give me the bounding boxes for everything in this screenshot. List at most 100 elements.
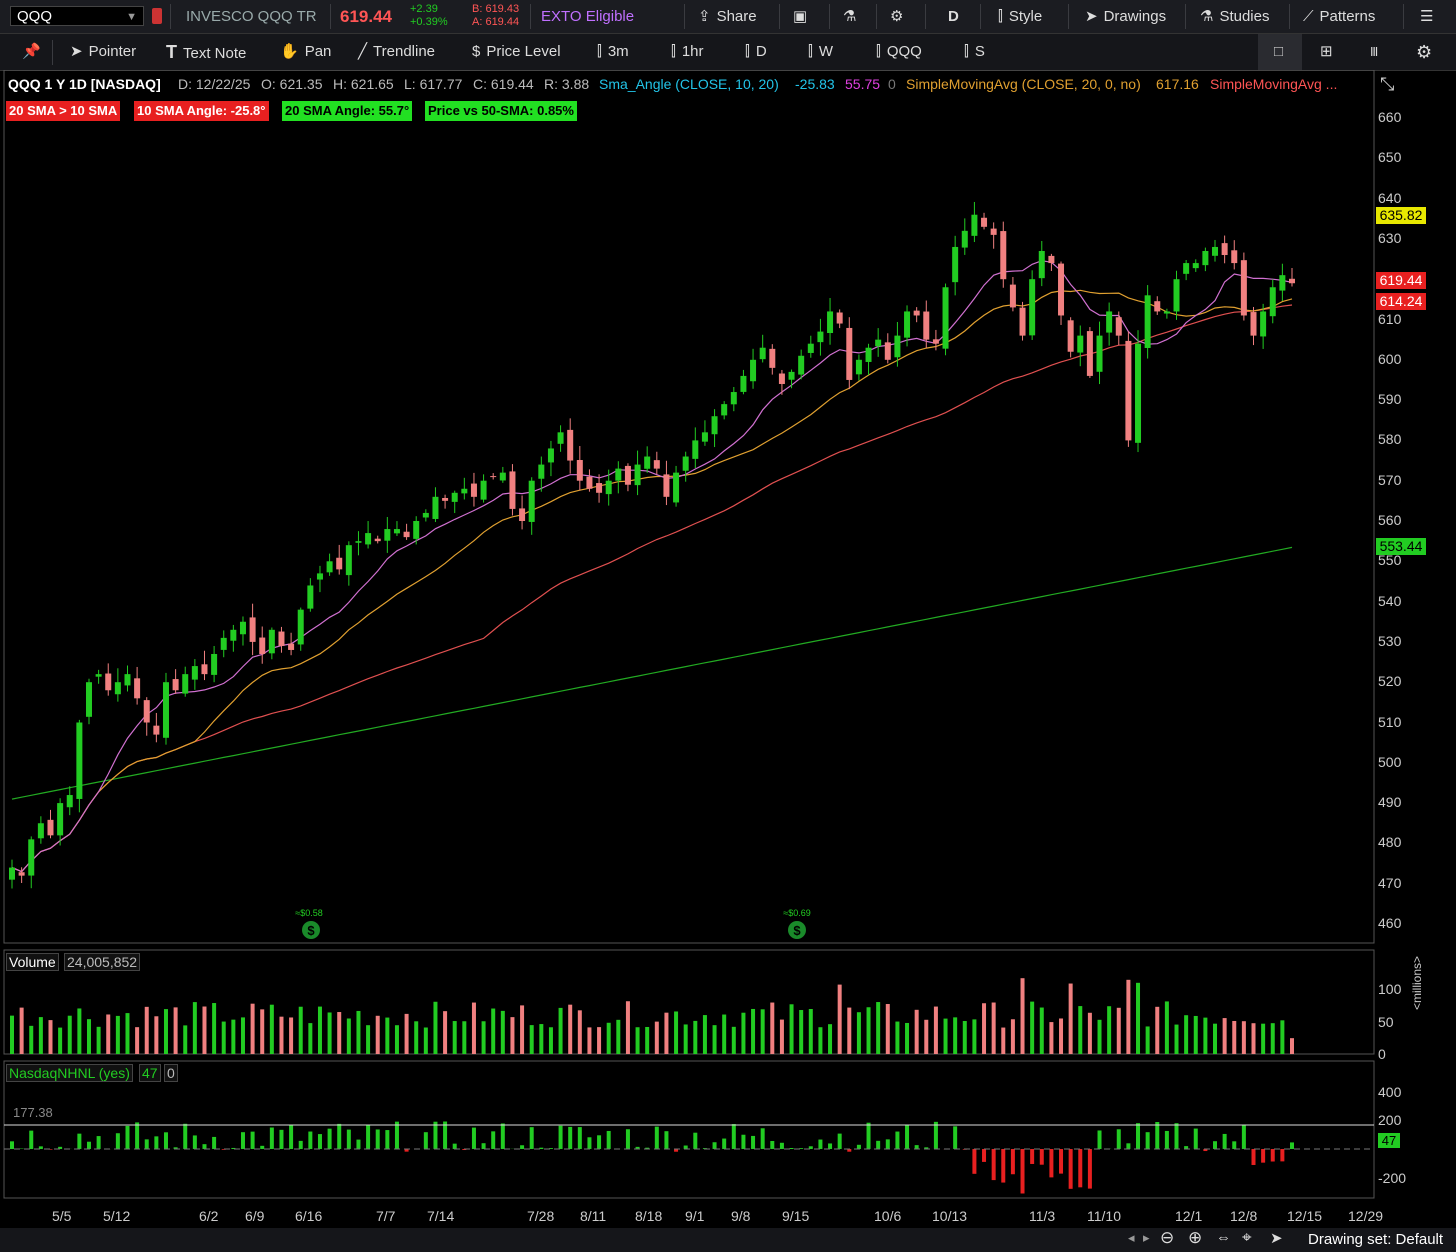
volume-bar xyxy=(1068,983,1073,1054)
text-note-tool[interactable]: T Text Note xyxy=(166,34,246,70)
nhnl-bar xyxy=(1020,1149,1025,1194)
price-level-tool[interactable]: $ Price Level xyxy=(472,34,561,70)
nhnl-level: 177.38 xyxy=(13,1105,53,1120)
price-axis-tick: 470 xyxy=(1378,874,1402,891)
zoom-fit-icon[interactable]: ⇔ xyxy=(1216,1229,1231,1246)
settings-icon[interactable]: ⚙ xyxy=(1416,42,1433,62)
candle xyxy=(952,246,959,283)
nhnl-bar xyxy=(1213,1141,1218,1149)
study-value: 55.75 xyxy=(845,76,881,92)
symbol-input[interactable]: QQQ ▼ xyxy=(10,6,144,26)
volume-bar xyxy=(712,1025,717,1054)
snapshot-icon[interactable]: ▣ xyxy=(793,8,808,25)
pin-icon[interactable]: 📌 xyxy=(22,43,41,60)
interval-w[interactable]: ⫿ W xyxy=(808,34,833,70)
scroll-left-icon[interactable]: ◂ xyxy=(1128,1230,1135,1245)
candle xyxy=(615,468,622,481)
chart-area[interactable]: $ $ ≈$0.58 ≈$0.69 xyxy=(0,70,1456,1228)
nhnl-bar xyxy=(356,1139,361,1149)
header-high: H: 621.65 xyxy=(333,76,394,92)
interval-1hr[interactable]: ⫿ 1hr xyxy=(671,34,704,70)
single-layout-button[interactable]: □ xyxy=(1258,34,1302,70)
candle xyxy=(855,359,862,375)
gear-icon[interactable]: ⚙ xyxy=(890,8,904,25)
volume-label[interactable]: Volume xyxy=(6,953,59,971)
nhnl-bar xyxy=(135,1122,140,1149)
nhnl-label[interactable]: NasdaqNHNL (yes) xyxy=(6,1064,133,1082)
drawings-button[interactable]: ➤ Drawings xyxy=(1085,0,1166,33)
volume-bar xyxy=(1107,1006,1112,1054)
trendline-tool[interactable]: ╱ Trendline xyxy=(358,34,435,70)
menu-icon[interactable]: ☰ xyxy=(1420,8,1434,25)
style-button[interactable]: ⫿ Style xyxy=(998,0,1042,33)
patterns-button[interactable]: ⟋ Patterns xyxy=(1303,0,1375,33)
study-sma-angle[interactable]: Sma_Angle (CLOSE, 10, 20) xyxy=(599,76,779,92)
sma10-path xyxy=(11,260,1293,873)
volume-bar xyxy=(770,1002,775,1054)
volume-bar xyxy=(462,1021,467,1054)
date-axis-tick: 7/14 xyxy=(427,1208,455,1224)
nhnl-bar xyxy=(789,1147,794,1149)
volume-bar xyxy=(818,1027,823,1054)
nhnl-bar xyxy=(568,1126,573,1149)
date-axis-tick: 7/7 xyxy=(376,1208,396,1224)
link-color-icon[interactable] xyxy=(152,8,162,24)
volume-bar xyxy=(953,1017,958,1054)
candle xyxy=(1067,320,1074,352)
pointer-tool[interactable]: ➤ Pointer xyxy=(70,34,136,70)
chevron-down-icon[interactable]: ▼ xyxy=(126,11,137,23)
nhnl-bar xyxy=(1059,1149,1064,1174)
dividend-marker[interactable]: $ xyxy=(788,921,806,939)
volume-bar xyxy=(471,1002,476,1054)
nhnl-bar xyxy=(1078,1149,1083,1188)
nhnl-bar xyxy=(1232,1141,1237,1149)
volume-bar xyxy=(125,1013,130,1054)
flask-icon[interactable]: ⚗ xyxy=(843,8,857,25)
volume-bar xyxy=(789,1004,794,1054)
zoom-in-icon[interactable]: ⊕ xyxy=(1188,1228,1203,1247)
volume-bar xyxy=(260,1009,265,1054)
study-sma20[interactable]: SimpleMovingAvg (CLOSE, 20, 0, no) xyxy=(906,76,1141,92)
candle xyxy=(1289,278,1295,284)
period-button[interactable]: D xyxy=(948,8,959,25)
interval-d[interactable]: ⫿ D xyxy=(745,34,767,70)
text-icon: T xyxy=(166,42,177,62)
nhnl-bar xyxy=(163,1132,168,1149)
candle xyxy=(211,653,218,675)
price-axis-tick: 500 xyxy=(1378,753,1402,770)
cursor-icon[interactable]: ➤ xyxy=(1270,1230,1283,1247)
interval-qqq[interactable]: ⫿ QQQ xyxy=(876,34,922,70)
pattern-icon: ⟋ xyxy=(1303,8,1314,25)
candle xyxy=(85,682,92,717)
volume-bar xyxy=(1280,1020,1285,1054)
drawing-set-label[interactable]: Drawing set: Default xyxy=(1308,1231,1444,1248)
pan-tool[interactable]: ✋ Pan xyxy=(280,34,331,70)
zoom-out-icon[interactable]: ⊖ xyxy=(1160,1228,1175,1247)
volume-bar xyxy=(635,1027,640,1054)
volume-bar xyxy=(269,1004,274,1054)
candle xyxy=(384,529,391,541)
candle xyxy=(1260,311,1267,337)
candle xyxy=(538,464,545,479)
price-axis-tick: 480 xyxy=(1378,834,1402,851)
interval-s[interactable]: ⫿ S xyxy=(964,34,985,70)
dividend-marker[interactable]: $ xyxy=(302,921,320,939)
study-sma-more[interactable]: SimpleMovingAvg ... xyxy=(1210,76,1338,92)
expand-icon[interactable]: ⤡ xyxy=(1380,74,1395,94)
sma50-line xyxy=(11,304,1293,873)
volume-bar xyxy=(10,1015,14,1054)
volume-bar xyxy=(481,1021,486,1054)
signal-icon[interactable]: Ⅲ xyxy=(1370,45,1379,59)
crosshair-icon[interactable]: ⌖ xyxy=(1242,1228,1252,1247)
volume-bar xyxy=(1213,1023,1218,1054)
volume-bar xyxy=(375,1015,380,1054)
share-button[interactable]: ⇪ Share xyxy=(698,0,757,33)
candle xyxy=(721,404,728,416)
interval-3m[interactable]: ⫿ 3m xyxy=(597,34,629,70)
scroll-right-icon[interactable]: ▸ xyxy=(1143,1230,1150,1245)
volume-bar xyxy=(558,1007,563,1054)
grid-layout-icon[interactable]: ⊞ xyxy=(1320,43,1333,60)
volume-bar xyxy=(1222,1018,1227,1054)
studies-button[interactable]: ⚗ Studies xyxy=(1200,0,1270,33)
nhnl-bar xyxy=(86,1141,91,1149)
